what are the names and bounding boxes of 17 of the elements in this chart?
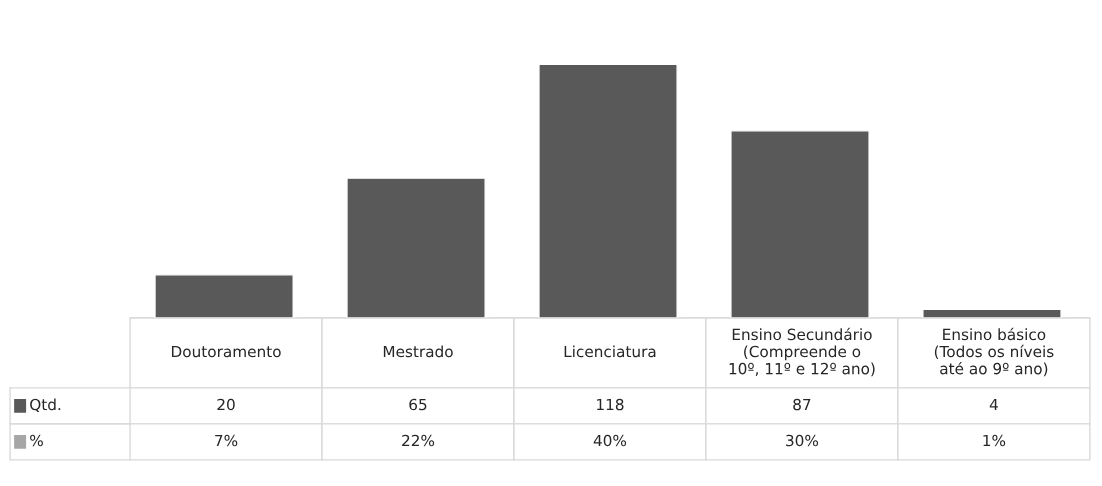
data-label: 30% (786, 434, 819, 447)
data-label: 65 (409, 398, 427, 411)
x-tick-label: Licenciatura (564, 345, 656, 358)
data-label: 87 (793, 398, 811, 411)
x-tick-label: Mestrado (383, 345, 453, 358)
x-tick-label: Ensino básico (Todos os níveis até ao 9º ano) (934, 327, 1054, 377)
data-label: 118 (597, 398, 624, 411)
data-label: 1% (983, 434, 1006, 447)
data-label: 20 (217, 398, 235, 411)
data-label: 4 (989, 398, 998, 411)
legend-label: % (30, 434, 43, 447)
data-label: 7% (215, 434, 238, 447)
data-label: 40% (593, 434, 627, 447)
data-label: 22% (402, 434, 435, 447)
x-tick-label: Doutoramento (171, 345, 281, 358)
legend-label: Qtd. (30, 398, 61, 413)
x-tick-label: Ensino Secundário (Compreende o 10º, 11º e 12º ano) (729, 327, 875, 377)
